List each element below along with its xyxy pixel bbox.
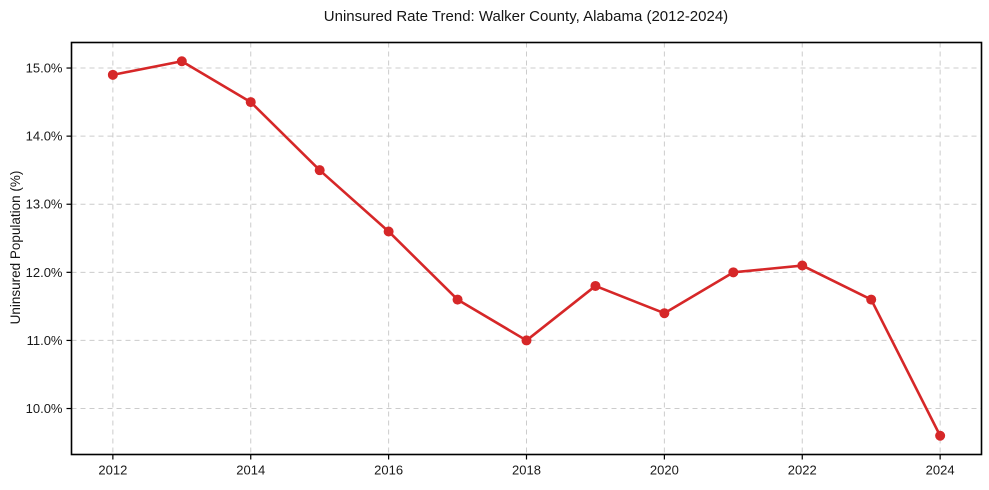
data-point-marker [935,430,946,441]
x-tick-label: 2016 [374,463,403,478]
x-tick-label: 2020 [650,463,679,478]
plot-background [71,42,982,455]
data-point-marker [797,260,808,271]
x-tick-label: 2022 [788,463,817,478]
y-tick-label: 11.0% [27,333,63,348]
y-tick-label: 14.0% [26,129,63,144]
y-tick-label: 12.0% [26,265,63,280]
data-point-marker [521,335,532,346]
data-point-marker [728,267,739,278]
x-tick-label: 2024 [926,463,955,478]
y-tick-label: 13.0% [26,197,63,212]
data-point-marker [383,226,394,237]
chart-title: Uninsured Rate Trend: Walker County, Ala… [323,8,729,25]
data-point-marker [176,56,187,67]
data-point-marker [314,165,325,176]
y-tick-label: 10.0% [26,401,63,416]
x-tick-label: 2018 [512,463,541,478]
data-point-marker [245,97,256,108]
plot-frame [70,41,983,456]
data-point-marker [590,280,601,291]
y-tick-label: 15.0% [26,61,63,76]
data-point-marker [452,294,463,305]
data-point-marker [866,294,877,305]
x-tick-label: 2012 [98,463,127,478]
x-tick-label: 2014 [236,463,265,478]
data-point-marker [659,308,670,319]
data-point-marker [107,69,118,80]
